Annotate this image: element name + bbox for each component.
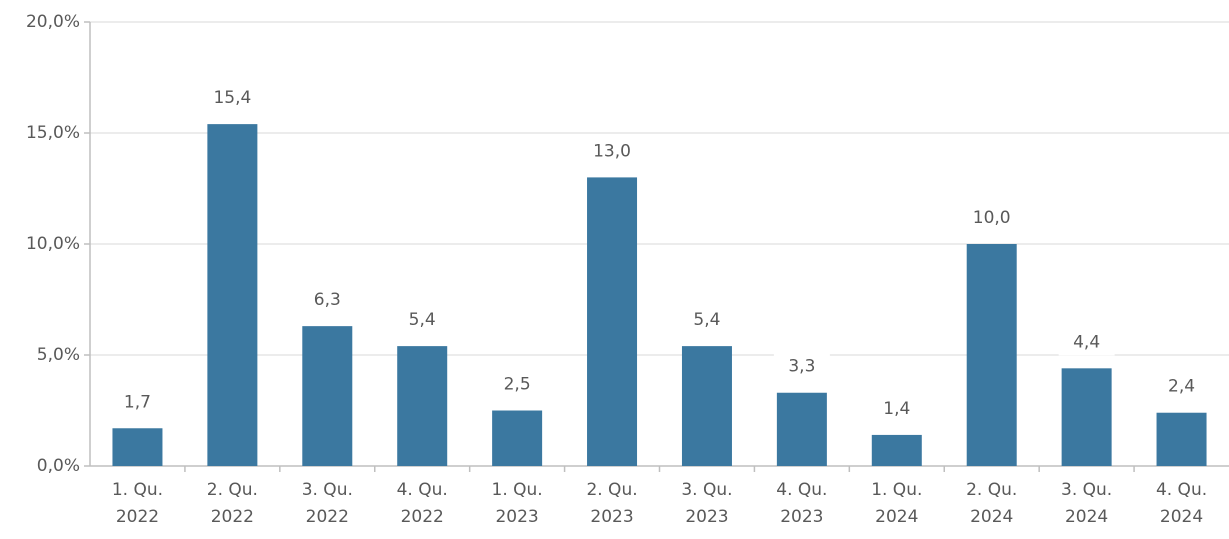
bar bbox=[397, 346, 448, 466]
x-tick-label-line: 2023 bbox=[495, 507, 538, 527]
value-label-bg bbox=[773, 353, 830, 380]
x-tick-label-line: 2024 bbox=[1065, 507, 1108, 527]
value-label-bg bbox=[584, 138, 641, 165]
x-tick-label: 4. Qu. 2022 bbox=[397, 480, 448, 527]
x-tick-label-line: 2. Qu. bbox=[207, 480, 258, 500]
value-label-bg bbox=[678, 307, 735, 334]
bar bbox=[681, 346, 732, 466]
bar bbox=[112, 428, 163, 466]
x-tick-label-line: 2024 bbox=[875, 507, 918, 527]
x-tick-label-line: 2022 bbox=[116, 507, 159, 527]
value-label-bg bbox=[1058, 329, 1115, 356]
bar bbox=[492, 410, 543, 466]
x-tick-label: 1. Qu. 2022 bbox=[112, 480, 163, 527]
bar bbox=[302, 326, 353, 466]
x-tick-label-line: 2024 bbox=[970, 507, 1013, 527]
x-tick-label: 1. Qu. 2024 bbox=[871, 480, 922, 527]
x-tick-label: 2. Qu. 2024 bbox=[966, 480, 1017, 527]
x-tick-label-line: 4. Qu. bbox=[776, 480, 827, 500]
value-label-bg bbox=[1153, 373, 1210, 400]
x-tick-label-line: 2023 bbox=[590, 507, 633, 527]
x-tick-label: 4. Qu. 2024 bbox=[1156, 480, 1207, 527]
x-tick-label: 2. Qu. 2022 bbox=[207, 480, 258, 527]
x-tick-label-line: 2022 bbox=[401, 507, 444, 527]
value-label-bg bbox=[963, 205, 1020, 231]
x-tick-label-line: 2. Qu. bbox=[966, 480, 1017, 500]
value-label-bg bbox=[489, 371, 546, 398]
bar bbox=[871, 434, 922, 466]
bar bbox=[1156, 412, 1207, 466]
x-tick-label-line: 1. Qu. bbox=[492, 480, 543, 500]
bar bbox=[207, 124, 258, 467]
y-tick-label: 10,0% bbox=[26, 234, 80, 254]
x-tick-label-line: 1. Qu. bbox=[871, 480, 922, 500]
y-tick-label: 20,0% bbox=[26, 12, 80, 32]
x-tick-label-line: 3. Qu. bbox=[1061, 480, 1112, 500]
x-tick-label-line: 3. Qu. bbox=[681, 480, 732, 500]
x-tick-label-line: 1. Qu. bbox=[112, 480, 163, 500]
x-tick-label: 1. Qu. 2023 bbox=[492, 480, 543, 527]
value-label-bg bbox=[299, 287, 356, 314]
bar bbox=[966, 244, 1017, 466]
value-label-bg bbox=[868, 395, 925, 422]
y-tick-label: 5,0% bbox=[37, 345, 80, 365]
y-tick-label: 0,0% bbox=[37, 456, 80, 476]
value-label: 15,4 bbox=[213, 88, 251, 108]
value-label: 1,4 bbox=[883, 399, 910, 419]
value-label: 2,4 bbox=[1168, 377, 1195, 397]
value-label: 3,3 bbox=[788, 357, 815, 377]
value-label: 2,5 bbox=[504, 375, 531, 395]
x-tick-label-line: 2024 bbox=[1160, 507, 1203, 527]
x-tick-label: 4. Qu. 2023 bbox=[776, 480, 827, 527]
bar bbox=[776, 392, 827, 466]
x-tick-label: 3. Qu. 2024 bbox=[1061, 480, 1112, 527]
x-tick-label: 3. Qu. 2023 bbox=[681, 480, 732, 527]
x-tick-label-line: 2023 bbox=[685, 507, 728, 527]
x-tick-label-line: 2023 bbox=[780, 507, 823, 527]
y-tick-label: 15,0% bbox=[26, 123, 80, 143]
bar bbox=[1061, 368, 1112, 466]
value-label: 1,7 bbox=[124, 392, 151, 412]
value-label: 5,4 bbox=[409, 310, 436, 330]
value-label: 13,0 bbox=[593, 141, 631, 161]
value-label-bg bbox=[109, 389, 166, 416]
value-label: 5,4 bbox=[693, 310, 720, 330]
x-tick-label-line: 3. Qu. bbox=[302, 480, 353, 500]
x-tick-label-line: 2. Qu. bbox=[586, 480, 637, 500]
x-tick-label: 2. Qu. 2023 bbox=[586, 480, 637, 527]
value-label-bg bbox=[204, 85, 261, 112]
x-tick-label: 3. Qu. 2022 bbox=[302, 480, 353, 527]
value-label: 4,4 bbox=[1073, 332, 1100, 352]
value-label: 10,0 bbox=[973, 208, 1011, 228]
x-tick-label-line: 4. Qu. bbox=[1156, 480, 1207, 500]
value-label-bg bbox=[394, 307, 451, 334]
value-label: 6,3 bbox=[314, 290, 341, 310]
x-tick-label-line: 4. Qu. bbox=[397, 480, 448, 500]
x-tick-label-line: 2022 bbox=[306, 507, 349, 527]
bar bbox=[587, 177, 638, 466]
x-tick-label-line: 2022 bbox=[211, 507, 254, 527]
